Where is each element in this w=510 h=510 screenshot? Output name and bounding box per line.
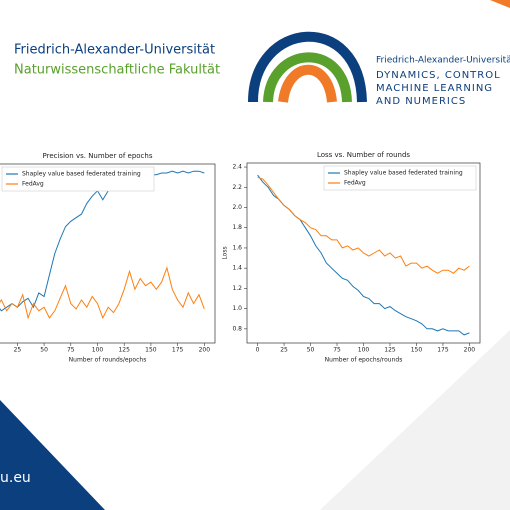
legend-label: FedAvg xyxy=(344,180,366,187)
corner-blue xyxy=(0,400,105,510)
x-tick-label: 200 xyxy=(199,347,211,354)
y-tick-label: 1.8 xyxy=(232,224,242,231)
x-tick-label: 125 xyxy=(384,347,396,354)
group-line: DYNAMICS, CONTROL xyxy=(376,70,501,81)
x-tick-label: 175 xyxy=(437,347,449,354)
x-tick-label: 200 xyxy=(464,347,476,354)
faculty: Naturwissenschaftliche Fakultät xyxy=(14,63,220,78)
x-tick-label: 175 xyxy=(172,347,184,354)
logo xyxy=(248,31,367,103)
legend-box xyxy=(1,166,155,192)
y-tick-label: 0.8 xyxy=(232,325,242,332)
x-axis-label: Number of epochs/rounds xyxy=(325,357,403,364)
group-line: AND NUMERICS xyxy=(376,96,466,107)
y-tick-label: 1.2 xyxy=(232,285,242,292)
group-line: MACHINE LEARNING xyxy=(376,83,493,94)
series-line xyxy=(257,174,470,336)
x-tick-label: 125 xyxy=(118,347,130,354)
x-tick-label: 50 xyxy=(307,347,315,354)
y-tick-label: 1.4 xyxy=(232,265,242,272)
x-tick-label: 100 xyxy=(92,347,104,354)
y-tick-label: 2.4 xyxy=(232,164,242,171)
x-tick-label: 100 xyxy=(358,347,370,354)
x-tick-label: 50 xyxy=(40,347,48,354)
y-tick-label: 1.0 xyxy=(232,305,242,312)
corner-grey xyxy=(320,330,510,510)
legend-label: FedAvg xyxy=(22,181,44,188)
series-line xyxy=(257,176,470,274)
series-line xyxy=(0,266,205,320)
university: Friedrich-Alexander-Universität xyxy=(14,43,215,58)
x-tick-label: 150 xyxy=(145,347,157,354)
x-axis-label: Number of rounds/epochs xyxy=(69,357,147,364)
legend-box xyxy=(323,165,477,191)
legend-label: Shapley value based federated training xyxy=(344,170,463,177)
group-university: Friedrich-Alexander-Universitä xyxy=(376,56,510,66)
legend-label: Shapley value based federated training xyxy=(22,171,141,178)
y-tick-label: 2.2 xyxy=(232,184,242,191)
y-axis-label: Loss xyxy=(222,246,229,259)
corner-orange xyxy=(490,0,510,8)
footer-url: u.eu xyxy=(0,470,31,486)
x-tick-label: 0 xyxy=(256,347,260,354)
chart-title: Precision vs. Number of epochs xyxy=(43,152,153,160)
series-line xyxy=(0,170,205,312)
x-tick-label: 25 xyxy=(14,347,22,354)
y-tick-label: 1.6 xyxy=(232,244,242,251)
x-tick-label: 75 xyxy=(333,347,341,354)
y-tick-label: 2.0 xyxy=(232,204,242,211)
x-tick-label: 75 xyxy=(67,347,75,354)
x-tick-label: 25 xyxy=(280,347,288,354)
x-tick-label: 150 xyxy=(411,347,423,354)
chart-title: Loss vs. Number of rounds xyxy=(317,151,410,159)
